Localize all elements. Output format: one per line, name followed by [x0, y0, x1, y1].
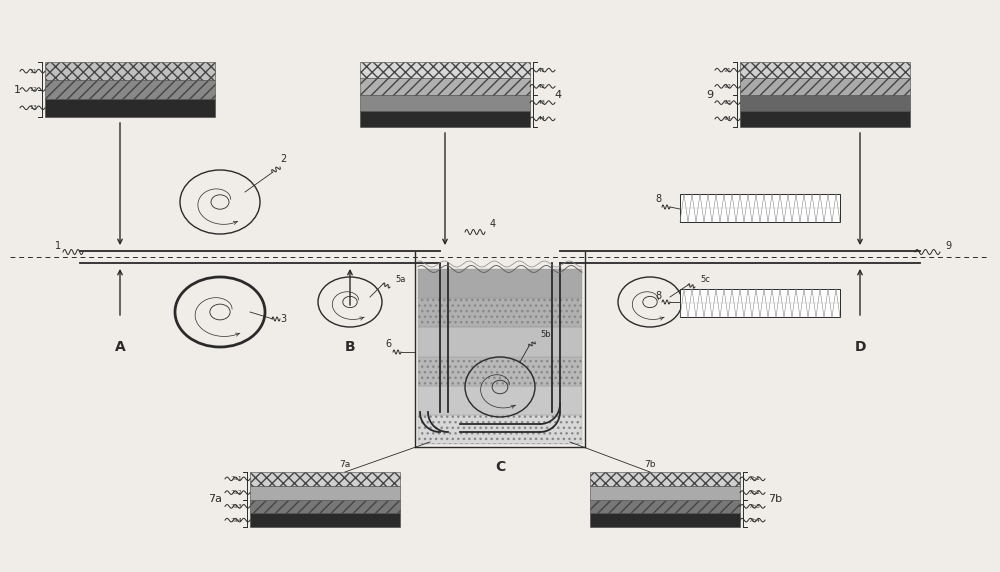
Text: 7a4: 7a4 [230, 518, 242, 523]
Bar [45, 80, 215, 98]
Text: 7b2: 7b2 [748, 490, 760, 495]
Bar [418, 386, 582, 415]
Text: 94: 94 [724, 116, 732, 121]
Text: 7b4: 7b4 [748, 518, 760, 523]
Bar [250, 472, 400, 486]
Text: C: C [495, 460, 505, 474]
Bar [590, 513, 740, 527]
Bar [418, 298, 582, 327]
Text: 5c: 5c [700, 275, 710, 284]
Text: 43: 43 [538, 100, 546, 105]
Text: 7b1: 7b1 [748, 476, 760, 482]
Text: 93: 93 [724, 100, 732, 105]
Text: 4: 4 [554, 89, 562, 100]
Bar [360, 111, 530, 127]
Bar [740, 111, 910, 127]
Bar [590, 499, 740, 513]
Text: 1: 1 [14, 85, 20, 94]
Bar [418, 356, 582, 386]
Text: 7b3: 7b3 [748, 504, 760, 509]
Bar [590, 486, 740, 499]
Bar [250, 499, 400, 513]
Text: 7a1: 7a1 [230, 476, 242, 482]
Bar [418, 269, 582, 298]
Bar [45, 98, 215, 117]
Text: 1: 1 [55, 241, 61, 251]
Text: 13: 13 [29, 105, 37, 110]
Text: 11: 11 [29, 69, 37, 74]
Text: 92: 92 [724, 84, 732, 89]
Bar [590, 472, 740, 486]
Text: 7b: 7b [644, 460, 656, 469]
Bar [45, 62, 215, 80]
Text: 5a: 5a [395, 275, 405, 284]
Text: 3: 3 [280, 314, 286, 324]
Text: 7a2: 7a2 [230, 490, 242, 495]
Text: 7a: 7a [339, 460, 351, 469]
Text: 9: 9 [945, 241, 951, 251]
Text: B: B [345, 340, 355, 354]
Bar [360, 78, 530, 94]
Bar [250, 486, 400, 499]
Text: 7a3: 7a3 [230, 504, 242, 509]
Text: 7b: 7b [768, 495, 782, 505]
Text: 4: 4 [490, 219, 496, 229]
Text: 6: 6 [385, 339, 391, 349]
Bar [360, 94, 530, 111]
Bar [740, 62, 910, 78]
Text: 42: 42 [538, 84, 546, 89]
Bar [740, 94, 910, 111]
Text: A: A [115, 340, 125, 354]
Bar [680, 289, 840, 317]
Text: 7a: 7a [208, 495, 222, 505]
Text: 5b: 5b [540, 330, 551, 339]
Text: 9: 9 [706, 89, 714, 100]
Bar [740, 78, 910, 94]
Bar [418, 327, 582, 356]
Bar [250, 513, 400, 527]
Bar [360, 62, 530, 78]
Text: 8: 8 [655, 291, 661, 301]
Text: 91: 91 [724, 67, 732, 73]
Text: 44: 44 [538, 116, 546, 121]
Text: 2: 2 [280, 154, 286, 164]
Text: 12: 12 [29, 87, 37, 92]
Bar [680, 194, 840, 222]
Text: 41: 41 [538, 67, 546, 73]
Text: 8: 8 [655, 194, 661, 204]
Text: D: D [854, 340, 866, 354]
Bar [418, 415, 582, 444]
